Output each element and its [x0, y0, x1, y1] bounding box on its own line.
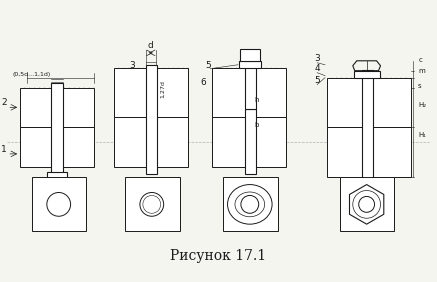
Text: 1,27d: 1,27d [160, 81, 165, 98]
Bar [114, 117, 188, 167]
Text: H₁: H₁ [418, 132, 426, 138]
Text: 3: 3 [314, 54, 320, 63]
Bar [114, 68, 188, 117]
Text: d: d [148, 41, 154, 50]
Text: 4: 4 [314, 64, 320, 73]
Bar [51, 83, 62, 174]
Bar [146, 65, 157, 174]
Bar [354, 71, 379, 78]
Bar [245, 60, 256, 109]
Bar [340, 177, 394, 231]
Text: 5: 5 [314, 76, 320, 85]
Bar [212, 68, 286, 117]
Text: c: c [418, 57, 422, 63]
Bar [32, 177, 87, 231]
Bar [245, 109, 256, 174]
Bar [327, 78, 411, 127]
Bar [47, 172, 66, 182]
Text: 5: 5 [205, 61, 211, 70]
Text: H₂: H₂ [418, 102, 426, 108]
Bar [240, 49, 260, 61]
Bar [20, 127, 94, 167]
Text: 1: 1 [1, 145, 7, 154]
Text: (0,5d...1,1d): (0,5d...1,1d) [12, 72, 50, 77]
Bar [223, 177, 277, 231]
Text: s: s [418, 83, 422, 89]
Text: Рисунок 17.1: Рисунок 17.1 [170, 249, 266, 263]
Bar [362, 70, 373, 184]
Bar [327, 127, 411, 177]
Text: 2: 2 [1, 98, 7, 107]
Bar [125, 177, 180, 231]
Bar [356, 184, 378, 193]
Bar [20, 87, 94, 127]
Text: b: b [255, 122, 259, 128]
Text: 6: 6 [200, 78, 206, 87]
Text: 3: 3 [129, 61, 135, 70]
Bar [239, 61, 261, 68]
Text: m: m [418, 68, 425, 74]
Bar [212, 117, 286, 167]
Text: h: h [255, 97, 259, 103]
